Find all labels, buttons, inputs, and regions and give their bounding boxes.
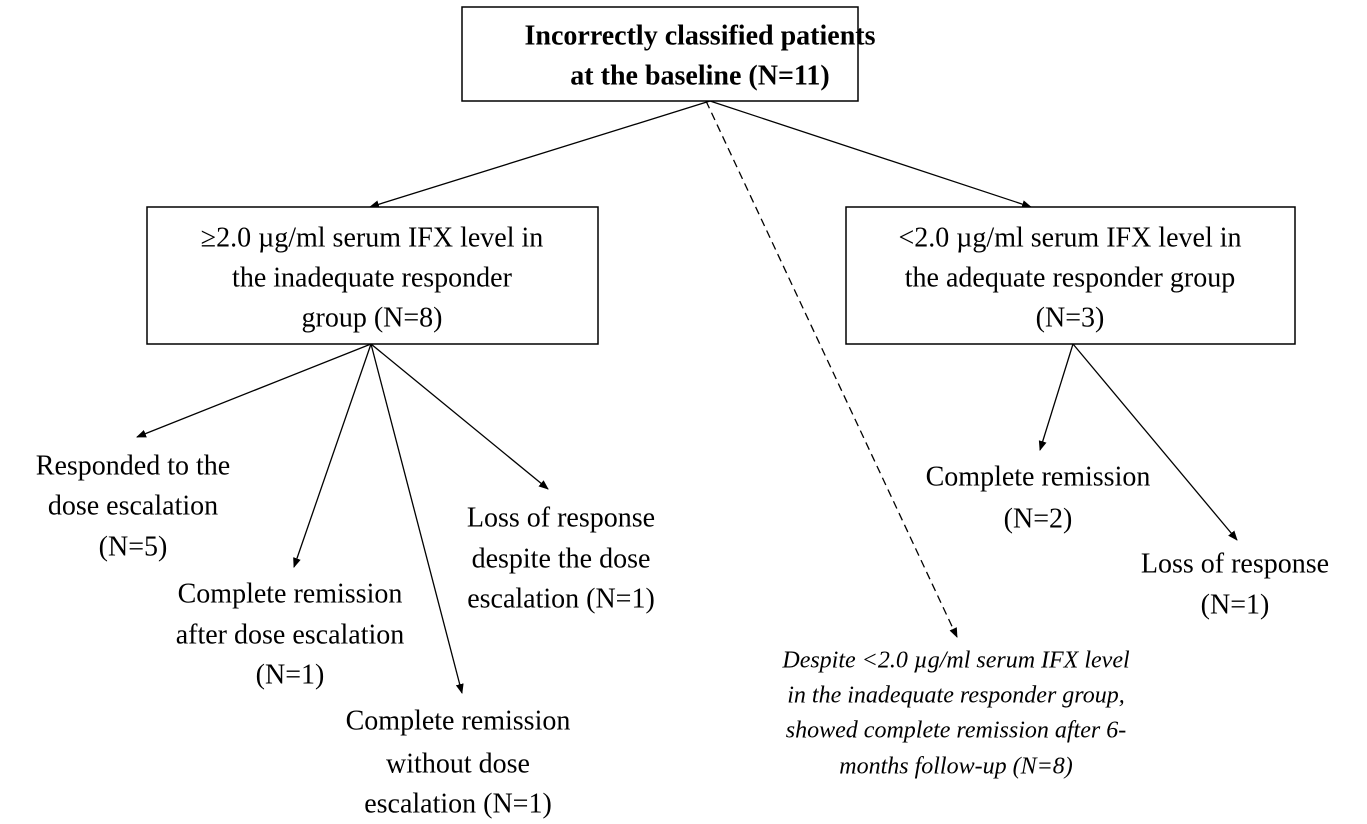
- arrow: [709, 100, 1032, 208]
- box-label: (N=3): [1036, 302, 1105, 333]
- outcome-label: (N=1): [256, 659, 325, 690]
- arrow: [370, 343, 549, 490]
- outcome-label: escalation (N=1): [364, 788, 552, 819]
- arrow: [1038, 343, 1074, 451]
- arrows: [136, 100, 1238, 694]
- root-label: Incorrectly classified patients: [525, 20, 876, 51]
- outcome-label: Complete remission: [178, 578, 403, 609]
- outcome-label: Responded to the: [36, 450, 230, 481]
- outcome-label: (N=2): [1004, 503, 1073, 534]
- outcome-label: Loss of response: [467, 502, 655, 533]
- outcome-label: dose escalation: [48, 490, 218, 521]
- right-box: [845, 206, 1296, 345]
- root-label: at the baseline (N=11): [570, 60, 829, 91]
- left-box: [146, 206, 599, 345]
- outcome-label: (N=5): [99, 531, 168, 562]
- outcome-label: Loss of response: [1141, 548, 1329, 579]
- outcome-label: after dose escalation: [176, 619, 405, 650]
- root-box: [461, 6, 859, 102]
- dashed-arrow: [705, 100, 958, 638]
- note-label: showed complete remission after 6-: [786, 718, 1126, 744]
- note-label: in the inadequate responder group,: [787, 683, 1125, 709]
- outcome-label: Complete remission: [346, 705, 571, 736]
- arrow: [1072, 343, 1238, 541]
- box-label: group (N=8): [302, 302, 443, 333]
- arrow: [293, 343, 372, 568]
- box-label: the inadequate responder: [232, 262, 513, 293]
- note-label: months follow-up (N=8): [839, 754, 1073, 780]
- outcome-label: without dose: [386, 748, 530, 779]
- outcome-label: escalation (N=1): [467, 583, 655, 614]
- arrow: [369, 100, 711, 209]
- arrow: [370, 343, 464, 694]
- box-label: <2.0 µg/ml serum IFX level in: [899, 222, 1242, 253]
- outcome-label: despite the dose: [472, 543, 651, 574]
- outcome-label: Complete remission: [926, 461, 1151, 492]
- box-label: the adequate responder group: [905, 262, 1235, 293]
- outcome-label: (N=1): [1201, 589, 1270, 620]
- note-label: Despite <2.0 µg/ml serum IFX level: [781, 648, 1130, 674]
- arrow: [136, 343, 372, 438]
- box-label: ≥2.0 µg/ml serum IFX level in: [201, 222, 544, 253]
